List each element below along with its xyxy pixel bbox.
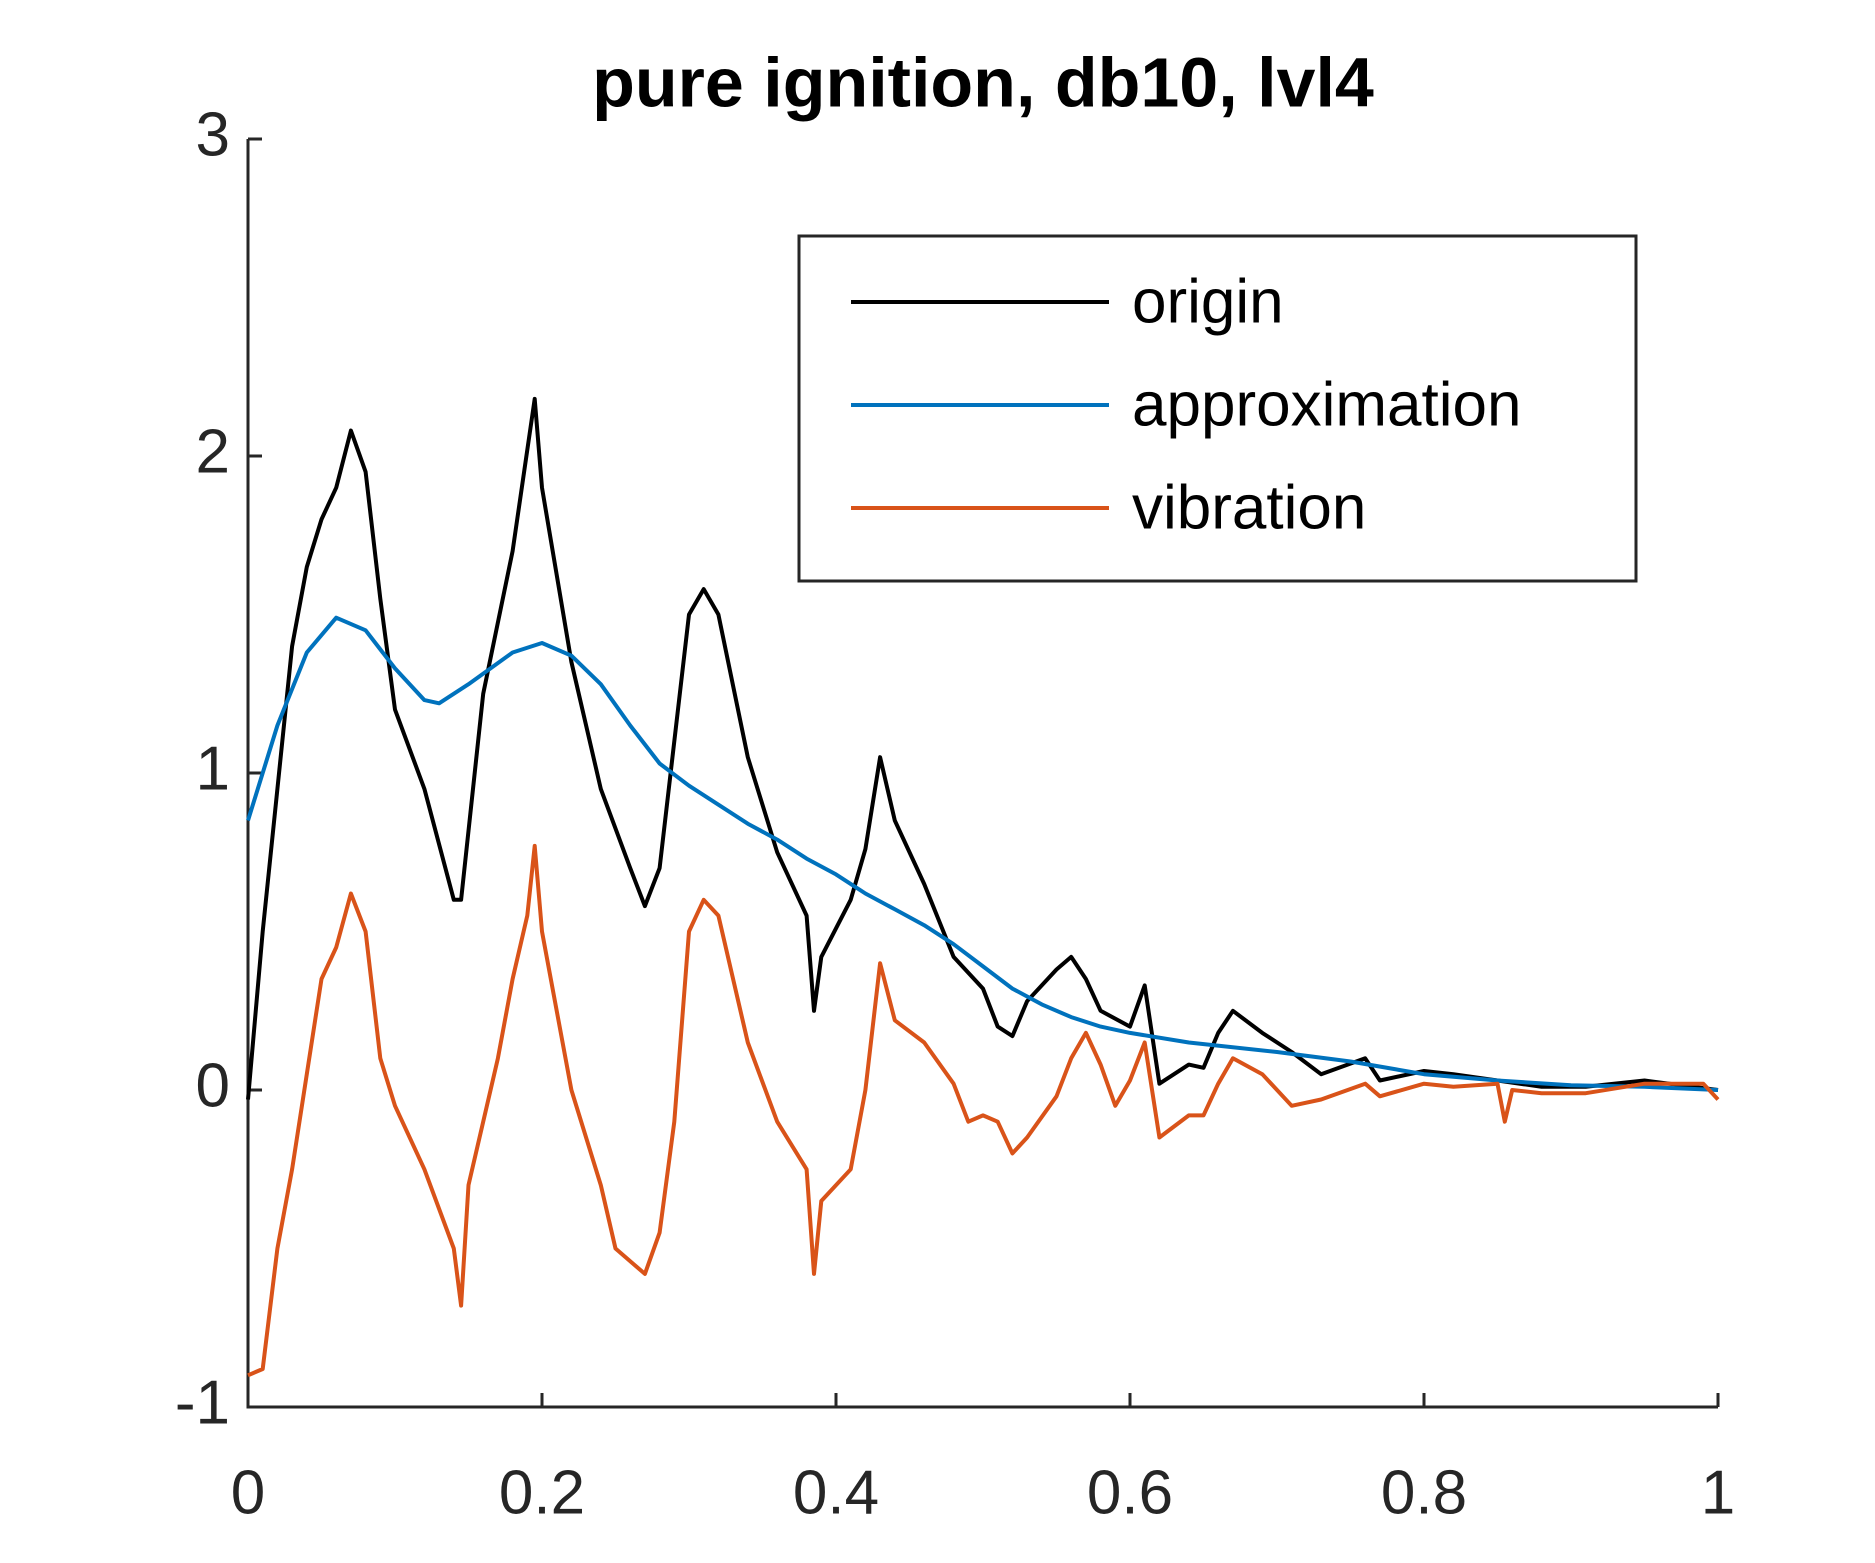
y-tick-label: 0 [196,1051,230,1120]
series-line [246,396,1719,1100]
x-tick-label: 0 [231,1458,265,1527]
chart-title: pure ignition, db10, lvl4 [592,43,1374,121]
legend-label: approximation [1132,370,1521,439]
y-tick-label: 3 [196,100,230,169]
x-tick-label: 1 [1701,1458,1735,1527]
axes [246,139,1718,1409]
series-line [246,615,1719,1092]
x-tick-label: 0.2 [499,1458,585,1527]
legend-label: vibration [1132,473,1366,542]
legend-box [797,234,1638,583]
legend-label: origin [1132,267,1284,336]
y-tick-label: 2 [196,417,230,486]
y-tick-label: -1 [175,1368,230,1437]
x-tick-label: 0.6 [1087,1458,1173,1527]
x-tick-label: 0.8 [1381,1458,1467,1527]
series-line [247,843,1720,1378]
y-tick-label: 1 [196,734,230,803]
x-tick-label: 0.4 [793,1458,879,1527]
